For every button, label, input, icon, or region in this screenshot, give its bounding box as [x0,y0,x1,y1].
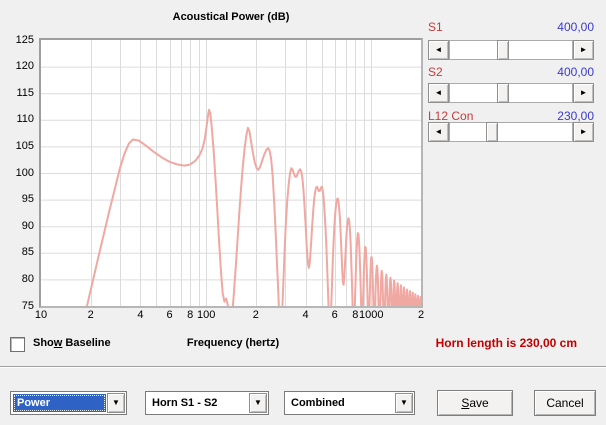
slider-l12-scrollbar[interactable]: ◄ ► [428,122,594,142]
y-tick-label: 120 [15,60,34,73]
slider-s1-track[interactable] [449,40,573,60]
slider-s1-left-arrow-button[interactable]: ◄ [428,40,449,60]
x-tick-label: 2 [252,309,259,321]
y-tick-label: 100 [15,166,34,179]
acoustical-power-chart [41,40,421,306]
y-tick-label: 85 [21,246,34,259]
horn-segment-combo[interactable]: Horn S1 - S2 ▼ [145,391,269,415]
slider-l12-right-arrow-button[interactable]: ► [573,122,594,142]
slider-s1-row: S1 400,00 [428,20,594,34]
x-tick-label: 100 [196,309,216,321]
horn-length-message: Horn length is 230,00 cm [435,336,577,350]
y-tick-label: 80 [21,272,34,285]
y-tick-label: 90 [21,219,34,232]
slider-s1-thumb[interactable] [497,40,509,60]
slider-s1-label: S1 [428,20,443,34]
divider [0,366,606,368]
slider-s2-right-arrow-button[interactable]: ► [573,83,594,103]
chart-type-combo-value: Power [13,394,106,412]
x-tick-label: 6 [166,309,173,321]
slider-s1-scrollbar[interactable]: ◄ ► [428,40,594,60]
slider-s2-label: S2 [428,65,443,79]
horn-segment-combo-dropdown-icon[interactable]: ▼ [249,393,267,413]
slider-s2-row: S2 400,00 [428,65,594,79]
x-tick-label: 8 [352,309,359,321]
x-tick-label: 8 [187,309,194,321]
show-baseline-label[interactable]: Show Baseline [33,337,111,349]
x-tick-label: 4 [302,309,309,321]
y-tick-label: 95 [21,193,34,206]
slider-s2-left-arrow-button[interactable]: ◄ [428,83,449,103]
response-mode-combo-dropdown-icon[interactable]: ▼ [395,393,413,413]
chart-type-combo[interactable]: Power ▼ [10,391,127,415]
slider-s1-value: 400,00 [557,20,594,34]
slider-l12-value: 230,00 [557,109,594,123]
slider-l12-track[interactable] [449,122,573,142]
slider-l12-row: L12 Con 230,00 [428,109,594,123]
slider-s2-value: 400,00 [557,65,594,79]
slider-l12-left-arrow-button[interactable]: ◄ [428,122,449,142]
x-tick-label: 2 [87,309,94,321]
cancel-button[interactable]: Cancel [534,390,596,416]
y-tick-label: 115 [16,86,34,99]
x-tick-label: 2 [417,309,425,321]
y-tick-label: 105 [15,139,34,152]
response-mode-combo[interactable]: Combined ▼ [284,391,415,415]
slider-s2-scrollbar[interactable]: ◄ ► [428,83,594,103]
slider-l12-thumb[interactable] [486,122,498,142]
x-axis-title: Frequency (hertz) [186,337,280,349]
horn-segment-combo-value: Horn S1 - S2 [152,397,218,409]
y-tick-label: 75 [21,299,34,312]
x-tick-label: 1000 [359,309,384,321]
chart-title: Acoustical Power (dB) [172,11,290,23]
y-tick-label: 110 [16,113,34,126]
slider-s2-thumb[interactable] [497,83,509,103]
slider-s1-right-arrow-button[interactable]: ► [573,40,594,60]
response-mode-combo-value: Combined [291,397,345,409]
x-tick-label: 10 [34,309,48,321]
show-baseline-checkbox[interactable] [10,337,25,352]
plot-area [39,38,423,308]
slider-s2-track[interactable] [449,83,573,103]
chart-type-combo-dropdown-icon[interactable]: ▼ [107,393,125,413]
x-tick-label: 6 [331,309,338,321]
x-tick-label: 4 [137,309,144,321]
slider-l12-label: L12 Con [428,109,474,123]
y-tick-label: 125 [15,33,34,46]
